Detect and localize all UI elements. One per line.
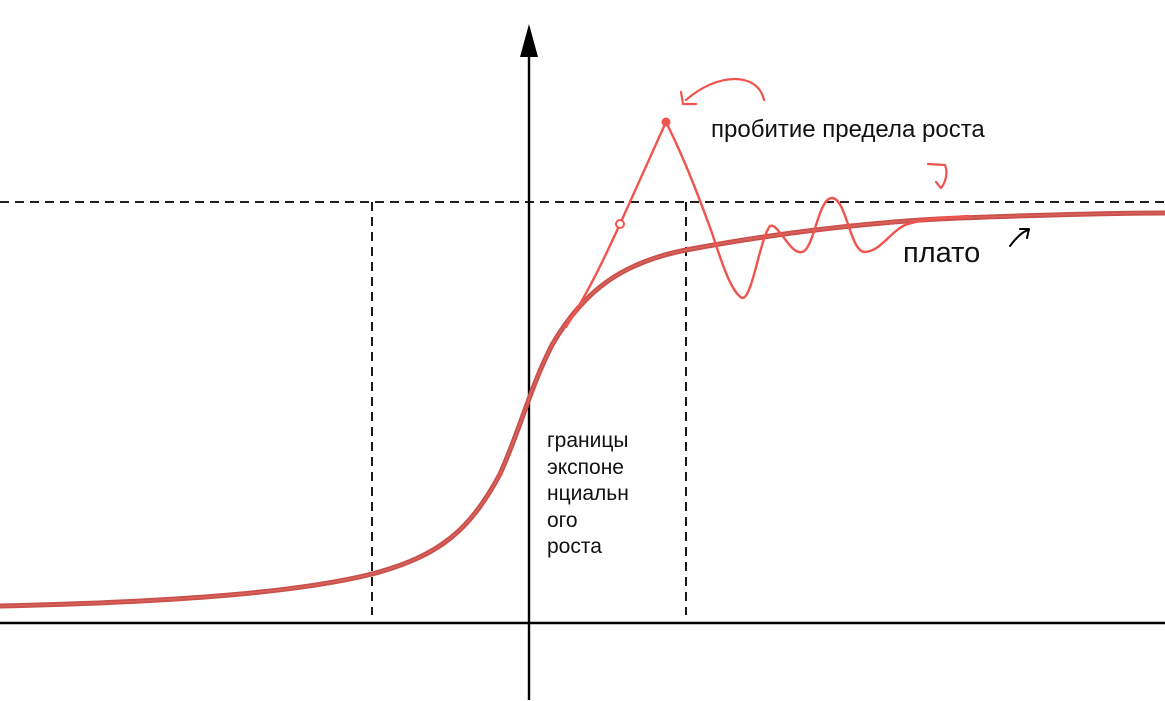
curved-arrow-head: [679, 90, 698, 106]
plateau-label: плато: [903, 237, 981, 269]
breakout-label: пробитие предела роста: [711, 116, 985, 143]
overshoot-start-marker: [615, 219, 625, 229]
exponential-bounds-line: границы: [547, 429, 629, 452]
exponential-bounds-line: нциальн: [547, 482, 629, 505]
small-bracket-mark-icon: [926, 162, 948, 190]
small-arrow-icon: [1009, 228, 1030, 247]
sigmoid-curve-highlight: [0, 212, 1165, 607]
curved-arrow-icon: [684, 78, 766, 102]
exponential-bounds-line: ого: [547, 508, 578, 532]
overshoot-line: [564, 120, 970, 329]
exponential-bounds-line: экспоне: [547, 455, 624, 479]
exponential-bounds-line: роста: [547, 535, 602, 558]
exponential-bounds-label: границы экспоне нциальн ого роста: [547, 428, 629, 561]
y-axis-arrowhead: [520, 24, 538, 57]
peak-marker: [661, 117, 671, 127]
